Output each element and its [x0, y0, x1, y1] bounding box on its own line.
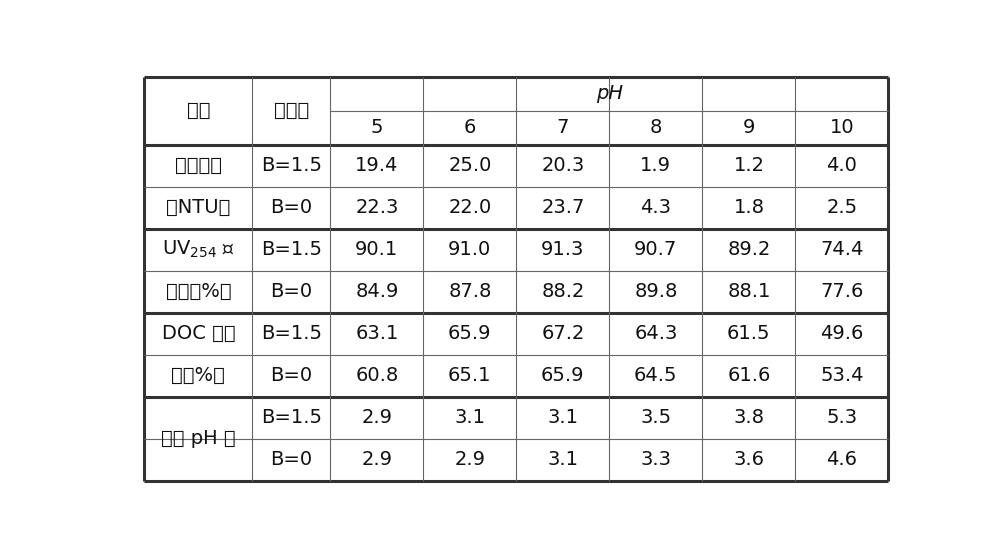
Text: UV$_{254}$ 去: UV$_{254}$ 去	[162, 239, 235, 261]
Text: 90.7: 90.7	[634, 240, 677, 259]
Text: 49.6: 49.6	[820, 324, 864, 343]
Text: 3.1: 3.1	[547, 408, 578, 427]
Text: B=1.5: B=1.5	[261, 324, 322, 343]
Text: 91.0: 91.0	[448, 240, 491, 259]
Text: 9: 9	[743, 118, 755, 137]
Text: 2.9: 2.9	[361, 450, 392, 469]
Text: 1.2: 1.2	[733, 156, 764, 176]
Text: 64.5: 64.5	[634, 366, 678, 385]
Text: 87.8: 87.8	[448, 282, 492, 301]
Text: 65.9: 65.9	[448, 324, 492, 343]
Text: 4.3: 4.3	[640, 198, 671, 217]
Text: 3.5: 3.5	[640, 408, 671, 427]
Text: 88.2: 88.2	[541, 282, 585, 301]
Text: 2.5: 2.5	[826, 198, 857, 217]
Text: 53.4: 53.4	[820, 366, 864, 385]
Text: B=0: B=0	[270, 450, 312, 469]
Text: 除率（%）: 除率（%）	[166, 282, 231, 301]
Text: B=0: B=0	[270, 366, 312, 385]
Text: 3.8: 3.8	[733, 408, 764, 427]
Text: 88.1: 88.1	[727, 282, 771, 301]
Text: B=1.5: B=1.5	[261, 240, 322, 259]
Text: 22.3: 22.3	[355, 198, 399, 217]
Text: 84.9: 84.9	[355, 282, 399, 301]
Text: 67.2: 67.2	[541, 324, 585, 343]
Text: 65.1: 65.1	[448, 366, 492, 385]
Text: 25.0: 25.0	[448, 156, 492, 176]
Text: 2.9: 2.9	[361, 408, 392, 427]
Text: 4.0: 4.0	[826, 156, 857, 176]
Text: 1.9: 1.9	[640, 156, 671, 176]
Text: 3.6: 3.6	[733, 450, 764, 469]
Text: 90.1: 90.1	[355, 240, 398, 259]
Text: 7: 7	[557, 118, 569, 137]
Text: 剩余浊度: 剩余浊度	[175, 156, 222, 176]
Text: 19.4: 19.4	[355, 156, 399, 176]
Text: B=1.5: B=1.5	[261, 408, 322, 427]
Text: 91.3: 91.3	[541, 240, 585, 259]
Text: 指标: 指标	[187, 102, 210, 120]
Text: 3.1: 3.1	[454, 408, 485, 427]
Text: B=1.5: B=1.5	[261, 156, 322, 176]
Text: 8: 8	[650, 118, 662, 137]
Text: 89.8: 89.8	[634, 282, 678, 301]
Text: 1.8: 1.8	[733, 198, 764, 217]
Text: 74.4: 74.4	[820, 240, 864, 259]
Text: pH: pH	[596, 84, 623, 103]
Text: 64.3: 64.3	[634, 324, 678, 343]
Text: 23.7: 23.7	[541, 198, 585, 217]
Text: 6: 6	[464, 118, 476, 137]
Text: 65.9: 65.9	[541, 366, 585, 385]
Text: 4.6: 4.6	[826, 450, 857, 469]
Text: 出水 pH 值: 出水 pH 值	[161, 429, 236, 448]
Text: 5: 5	[371, 118, 383, 137]
Text: 77.6: 77.6	[820, 282, 864, 301]
Text: 10: 10	[830, 118, 854, 137]
Text: 3.3: 3.3	[640, 450, 671, 469]
Text: 22.0: 22.0	[448, 198, 491, 217]
Text: 20.3: 20.3	[541, 156, 584, 176]
Text: 63.1: 63.1	[355, 324, 399, 343]
Text: 89.2: 89.2	[727, 240, 771, 259]
Text: （NTU）: （NTU）	[166, 198, 231, 217]
Text: 2.9: 2.9	[454, 450, 485, 469]
Text: DOC 去除: DOC 去除	[162, 324, 235, 343]
Text: 60.8: 60.8	[355, 366, 398, 385]
Text: 3.1: 3.1	[547, 450, 578, 469]
Text: 61.5: 61.5	[727, 324, 771, 343]
Text: B=0: B=0	[270, 198, 312, 217]
Text: 61.6: 61.6	[727, 366, 771, 385]
Text: 率（%）: 率（%）	[171, 366, 225, 385]
Text: B=0: B=0	[270, 282, 312, 301]
Text: 5.3: 5.3	[826, 408, 857, 427]
Text: 絮凝剂: 絮凝剂	[274, 102, 309, 120]
